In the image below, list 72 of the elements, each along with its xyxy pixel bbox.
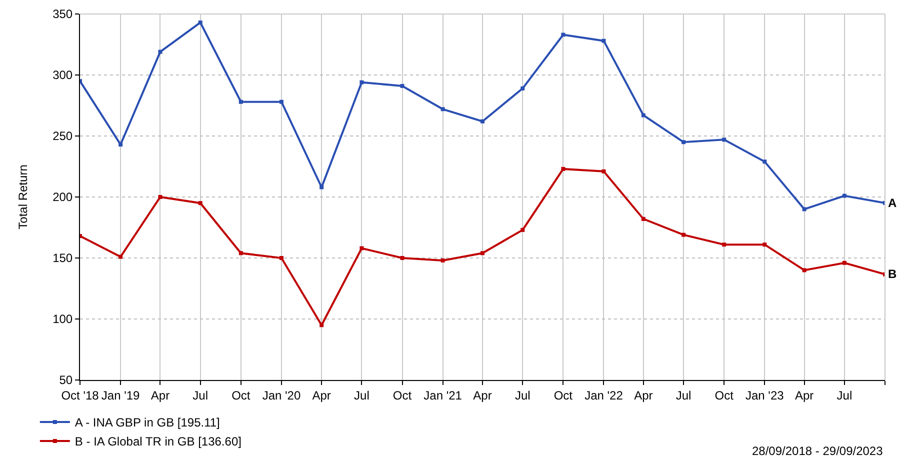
point: [561, 166, 566, 171]
point: [682, 232, 686, 237]
point: [762, 160, 767, 164]
legend-label: A - INA GBP in GB [195.11]: [74, 416, 220, 430]
annotation: B: [888, 267, 897, 281]
point: [602, 169, 606, 174]
line-series: [80, 20, 885, 212]
point: [641, 113, 646, 118]
point: [360, 80, 364, 84]
x-tick-label: Apr: [634, 388, 653, 402]
point: [400, 84, 404, 88]
x-tick-label: Jan '23: [745, 388, 784, 402]
y-tick-label: 350: [52, 7, 73, 22]
x-tick-label: Oct: [714, 388, 734, 402]
point: [118, 254, 123, 259]
point: [520, 228, 525, 232]
x-tick-label: Oct '18: [61, 388, 100, 402]
y-tick-label: 150: [52, 251, 73, 266]
x-tick-label: Jan '19: [101, 388, 140, 402]
point: [561, 32, 566, 37]
point: [722, 138, 726, 142]
x-tick-label: Jul: [192, 388, 208, 402]
point: [400, 256, 404, 260]
point: [762, 242, 767, 247]
x-tick-label: Jan '21: [424, 388, 462, 402]
point: [158, 50, 162, 54]
point: [440, 258, 445, 262]
point: [641, 216, 646, 221]
point: [802, 268, 806, 272]
point: [238, 100, 243, 104]
x-tick-label: Jul: [836, 388, 852, 402]
x-tick-label: Oct: [392, 388, 412, 402]
point: [118, 142, 123, 147]
point: [480, 251, 484, 256]
y-tick-label: 50: [59, 373, 73, 388]
annotation: A: [888, 196, 897, 210]
point: [722, 242, 726, 247]
text: 28/09/2018 - 29/09/2023: [752, 444, 884, 458]
y-tick-label: 300: [52, 68, 73, 82]
point: [480, 119, 484, 124]
x-tick-label: Apr: [473, 388, 492, 402]
point: [440, 107, 445, 112]
x-tick-label: Oct: [554, 388, 574, 402]
point: [279, 100, 284, 104]
point: [842, 194, 846, 198]
point: [158, 195, 162, 199]
point: [238, 251, 243, 256]
x-tick-label: Jan '22: [584, 388, 624, 402]
x-tick-label: Apr: [312, 388, 331, 402]
x-tick-label: Apr: [794, 388, 814, 402]
point: [602, 38, 606, 43]
point: [279, 256, 284, 260]
point: [320, 185, 324, 190]
y-axis-title: Total Return: [16, 164, 30, 230]
x-tick-label: Jan '20: [262, 388, 301, 402]
x-tick-label: Jul: [354, 388, 370, 402]
point: [360, 246, 364, 250]
point: [842, 260, 846, 265]
y-tick-label: 250: [52, 129, 73, 144]
point: [198, 20, 202, 25]
x-tick-label: Jul: [676, 388, 692, 402]
x-tick-label: Jul: [514, 388, 530, 402]
legend-label: B - IA Global TR in GB [136.60]: [74, 434, 242, 449]
y-tick-label: 200: [52, 190, 73, 204]
point: [682, 140, 686, 144]
point: [320, 323, 324, 328]
point: [520, 86, 525, 90]
x-tick-label: Oct: [232, 388, 251, 402]
point: [802, 207, 806, 212]
point: [198, 201, 202, 206]
x-tick-label: Apr: [150, 388, 170, 402]
y-tick-label: 100: [52, 312, 73, 326]
